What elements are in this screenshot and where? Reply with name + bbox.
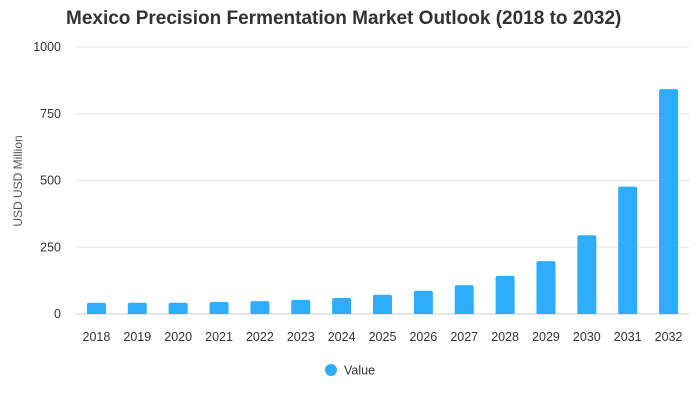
bar-2028	[495, 275, 515, 314]
bar-2023	[291, 299, 311, 314]
bar-2032	[659, 89, 679, 314]
x-tick-label: 2031	[614, 330, 642, 344]
y-tick-label: 500	[40, 174, 61, 188]
y-tick-label: 0	[54, 307, 61, 321]
x-tick-label: 2021	[205, 330, 233, 344]
bar-2020	[168, 302, 188, 314]
bar-2022	[250, 301, 270, 314]
bar-2031	[618, 186, 638, 314]
bar-2021	[209, 301, 229, 314]
x-tick-label: 2029	[532, 330, 560, 344]
bar-2019	[127, 302, 147, 314]
bar-2018	[86, 302, 106, 314]
x-tick-label: 2020	[164, 330, 192, 344]
legend-label: Value	[344, 364, 375, 378]
bar-2029	[536, 261, 556, 314]
x-tick-label: 2032	[655, 330, 683, 344]
bar-2024	[332, 297, 352, 314]
y-tick-label: 750	[40, 107, 61, 121]
x-tick-label: 2019	[123, 330, 151, 344]
bar-2025	[373, 294, 392, 314]
bar-2027	[454, 285, 474, 314]
x-tick-label: 2022	[246, 330, 274, 344]
x-tick-label: 2026	[409, 330, 437, 344]
x-tick-label: 2027	[450, 330, 478, 344]
bar-2026	[413, 290, 433, 314]
y-tick-label: 250	[40, 240, 61, 254]
x-tick-label: 2018	[83, 330, 111, 344]
y-axis-title: USD USD Million	[11, 135, 25, 226]
x-tick-label: 2028	[491, 330, 519, 344]
chart-title: Mexico Precision Fermentation Market Out…	[66, 8, 622, 29]
legend-marker	[325, 364, 337, 376]
x-tick-label: 2025	[369, 330, 397, 344]
x-tick-label: 2030	[573, 330, 601, 344]
x-tick-label: 2024	[328, 330, 356, 344]
x-tick-label: 2023	[287, 330, 315, 344]
y-tick-label: 1000	[33, 40, 61, 54]
bar-2030	[577, 235, 597, 314]
